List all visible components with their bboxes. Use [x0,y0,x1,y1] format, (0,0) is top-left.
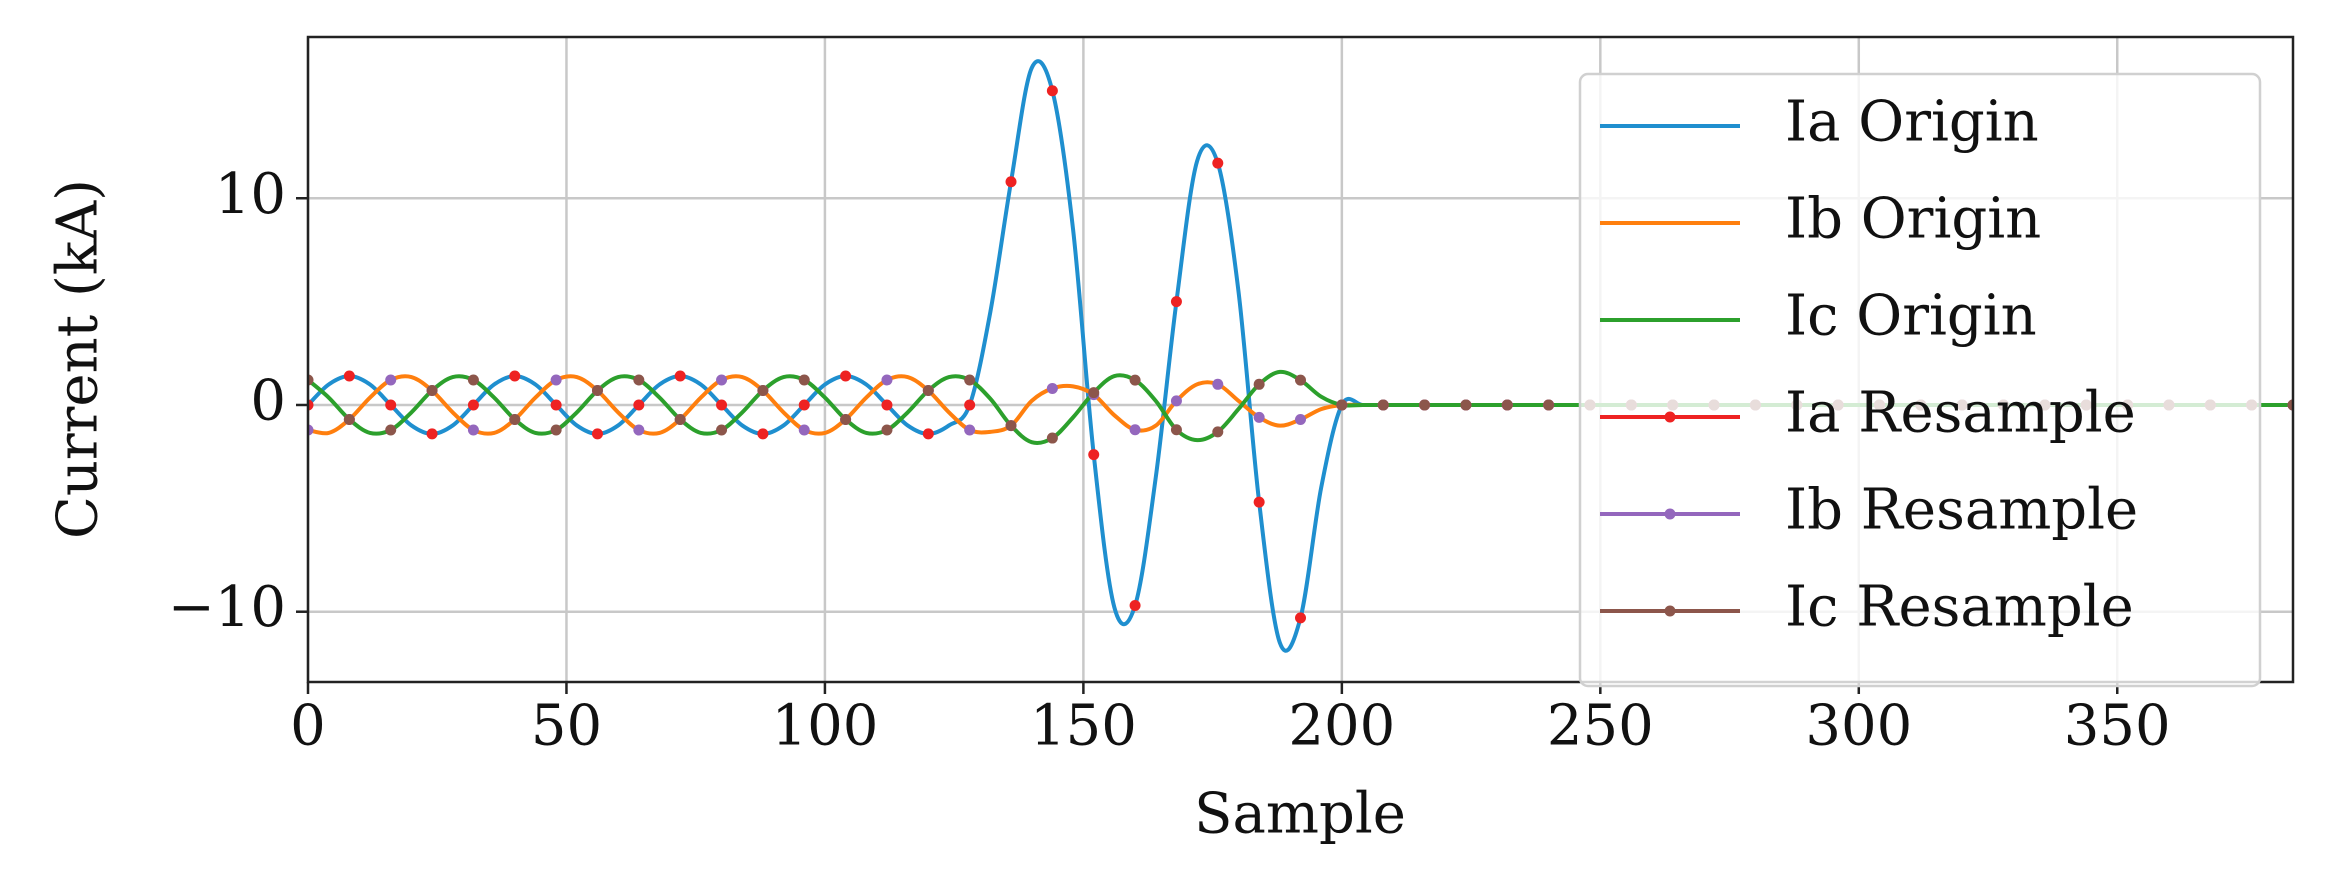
marker [1170,424,1182,436]
legend-label: Ib Resample [1785,478,2138,543]
marker [716,374,728,386]
marker [1295,374,1306,386]
marker [1129,424,1141,436]
marker [757,428,769,440]
marker [1501,399,1513,411]
marker [674,370,686,382]
marker [1212,378,1224,390]
marker [308,374,314,386]
x-tick-label: 150 [1030,694,1137,759]
legend-marker [1664,411,1676,423]
y-tick-label: 0 [250,368,286,433]
marker [385,374,397,386]
marker [881,424,893,436]
marker [509,413,521,425]
marker [798,399,810,411]
marker [1253,411,1265,423]
y-axis-label: Current (kA) [46,179,111,539]
x-tick-label: 200 [1288,694,1395,759]
marker [757,385,769,397]
marker [964,374,976,386]
marker [840,413,852,425]
legend-label: Ia Origin [1785,90,2039,155]
plot-frame [306,35,2295,684]
marker [1005,420,1017,432]
marker [385,399,397,411]
marker [964,424,976,436]
x-tick-label: 250 [1547,694,1654,759]
marker [1170,395,1182,407]
x-tick-label: 350 [2064,694,2171,759]
marker [633,374,645,386]
marker [509,370,521,382]
legend-label: Ib Origin [1785,187,2041,252]
marker [343,370,355,382]
marker [1295,612,1306,624]
legend-marker [1664,605,1676,617]
marker [308,399,314,411]
marker [964,399,976,411]
marker [591,428,603,440]
marker [881,399,893,411]
marker [2287,399,2293,411]
x-tick-label: 0 [290,694,326,759]
x-tick-label: 300 [1805,694,1912,759]
legend: Ia Origin Ib Origin Ic Origin Ia Resample Ib… [1578,72,2262,688]
marker [1543,399,1555,411]
marker [1005,176,1017,188]
legend-label: Ic Origin [1785,284,2037,349]
marker [1212,426,1224,438]
marker [550,424,562,436]
x-axis-label: Sample [1194,782,1406,847]
marker [550,374,562,386]
marker [1129,374,1141,386]
marker [550,399,562,411]
y-tick-label: 10 [215,162,286,227]
marker [1419,399,1431,411]
marker [1295,413,1306,425]
marker [922,428,934,440]
marker [1170,296,1182,308]
marker [798,424,810,436]
marker [1046,432,1058,444]
marker [1088,387,1100,399]
marker [1212,157,1224,169]
marker [674,413,686,425]
marker [716,399,728,411]
x-tick-label: 100 [771,694,878,759]
marker [633,424,645,436]
marker [1046,85,1058,97]
legend-label: Ic Resample [1785,575,2134,640]
marker [840,370,852,382]
marker [1460,399,1472,411]
marker [1046,382,1058,394]
y-tick-label: −10 [168,575,286,640]
marker [1088,449,1100,461]
legend-box [1578,72,2262,688]
marker [1253,496,1265,508]
marker [1377,399,1389,411]
marker [467,424,479,436]
marker [633,399,645,411]
marker [467,399,479,411]
legend-label: Ia Resample [1785,381,2136,446]
marker [1253,378,1265,390]
marker [798,374,810,386]
marker [1129,600,1141,612]
marker [1336,399,1348,411]
marker [426,428,438,440]
marker [591,385,603,397]
marker [922,385,934,397]
marker [385,424,397,436]
marker [343,413,355,425]
x-tick-label: 50 [531,694,602,759]
marker [467,374,479,386]
marker [881,374,893,386]
marker [308,424,314,436]
legend-marker [1664,508,1676,520]
marker [716,424,728,436]
marker [426,385,438,397]
